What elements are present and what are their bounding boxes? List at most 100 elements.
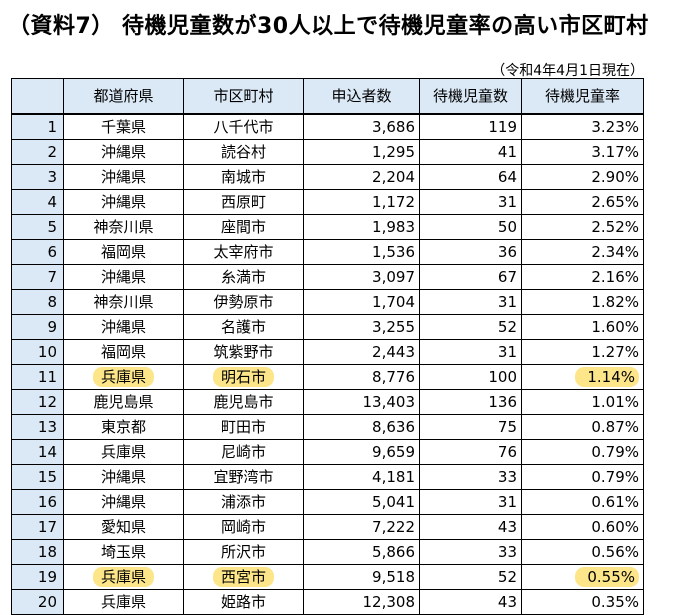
row-waiting-children: 119 bbox=[419, 113, 522, 140]
highlighted-municipality: 明石市 bbox=[212, 367, 274, 387]
row-waiting-children: 136 bbox=[419, 389, 522, 415]
table-row: 17 愛知県 岡崎市 7,222 43 0.60% bbox=[11, 514, 644, 540]
row-waiting-rate: 0.60% bbox=[521, 514, 644, 540]
table-row: 12 鹿児島県 鹿児島市 13,403 136 1.01% bbox=[11, 389, 644, 415]
row-prefecture: 沖縄県 bbox=[63, 164, 184, 190]
row-prefecture: 鹿児島県 bbox=[63, 389, 184, 415]
row-waiting-rate: 0.79% bbox=[521, 464, 644, 490]
row-waiting-rate: 1.60% bbox=[521, 314, 644, 340]
row-waiting-children: 33 bbox=[419, 539, 522, 565]
row-applicants: 13,403 bbox=[303, 389, 420, 415]
table-row: 18 埼玉県 所沢市 5,866 33 0.56% bbox=[11, 539, 644, 565]
row-municipality: 姫路市 bbox=[183, 589, 304, 615]
row-applicants: 3,686 bbox=[303, 113, 420, 140]
table-row: 16 沖縄県 浦添市 5,041 31 0.61% bbox=[11, 489, 644, 515]
header-applicants: 申込者数 bbox=[303, 78, 420, 115]
table-header-row: 都道府県 市区町村 申込者数 待機児童数 待機児童率 bbox=[11, 78, 644, 115]
row-waiting-children: 31 bbox=[419, 289, 522, 315]
row-rank: 14 bbox=[11, 439, 64, 465]
row-rank: 17 bbox=[11, 514, 64, 540]
table-row: 19 兵庫県 西宮市 9,518 52 0.55% bbox=[11, 564, 644, 590]
row-prefecture: 沖縄県 bbox=[63, 189, 184, 215]
row-rank: 6 bbox=[11, 239, 64, 265]
row-municipality: 糸満市 bbox=[183, 264, 304, 290]
row-waiting-children: 41 bbox=[419, 139, 522, 165]
table-row: 14 兵庫県 尼崎市 9,659 76 0.79% bbox=[11, 439, 644, 465]
row-waiting-children: 43 bbox=[419, 589, 522, 615]
row-rank: 19 bbox=[11, 564, 64, 590]
row-waiting-rate: 2.52% bbox=[521, 214, 644, 240]
header-municipality: 市区町村 bbox=[183, 78, 304, 115]
table-row: 6 福岡県 太宰府市 1,536 36 2.34% bbox=[11, 239, 644, 265]
row-prefecture: 沖縄県 bbox=[63, 314, 184, 340]
row-municipality: 鹿児島市 bbox=[183, 389, 304, 415]
row-prefecture: 千葉県 bbox=[63, 113, 184, 140]
row-waiting-rate: 3.17% bbox=[521, 139, 644, 165]
row-waiting-children: 31 bbox=[419, 489, 522, 515]
row-waiting-rate: 1.27% bbox=[521, 339, 644, 365]
row-prefecture: 神奈川県 bbox=[63, 214, 184, 240]
row-municipality: 八千代市 bbox=[183, 113, 304, 140]
row-rank: 5 bbox=[11, 214, 64, 240]
row-waiting-children: 31 bbox=[419, 339, 522, 365]
row-waiting-children: 52 bbox=[419, 564, 522, 590]
row-prefecture: 福岡県 bbox=[63, 339, 184, 365]
row-rank: 11 bbox=[11, 364, 64, 390]
row-municipality: 明石市 bbox=[183, 364, 304, 390]
row-rank: 3 bbox=[11, 164, 64, 190]
row-waiting-rate: 1.01% bbox=[521, 389, 644, 415]
row-waiting-rate: 0.87% bbox=[521, 414, 644, 440]
row-rank: 10 bbox=[11, 339, 64, 365]
row-rank: 7 bbox=[11, 264, 64, 290]
row-municipality: 筑紫野市 bbox=[183, 339, 304, 365]
row-waiting-rate: 0.79% bbox=[521, 439, 644, 465]
as-of-date-note: （令和4年4月1日現在） bbox=[491, 63, 644, 79]
table-row: 20 兵庫県 姫路市 12,308 43 0.35% bbox=[11, 589, 644, 615]
row-applicants: 1,295 bbox=[303, 139, 420, 165]
row-waiting-rate: 1.82% bbox=[521, 289, 644, 315]
highlighted-waiting-rate: 1.14% bbox=[575, 367, 639, 387]
table-row: 8 神奈川県 伊勢原市 1,704 31 1.82% bbox=[11, 289, 644, 315]
table-row: 5 神奈川県 座間市 1,983 50 2.52% bbox=[11, 214, 644, 240]
row-prefecture: 沖縄県 bbox=[63, 139, 184, 165]
table-row: 2 沖縄県 読谷村 1,295 41 3.17% bbox=[11, 139, 644, 165]
row-waiting-children: 100 bbox=[419, 364, 522, 390]
row-municipality: 浦添市 bbox=[183, 489, 304, 515]
row-prefecture: 沖縄県 bbox=[63, 489, 184, 515]
row-applicants: 9,659 bbox=[303, 439, 420, 465]
row-prefecture: 東京都 bbox=[63, 414, 184, 440]
highlighted-prefecture: 兵庫県 bbox=[92, 367, 154, 387]
row-waiting-rate: 1.14% bbox=[521, 364, 644, 390]
row-applicants: 2,204 bbox=[303, 164, 420, 190]
row-applicants: 2,443 bbox=[303, 339, 420, 365]
row-municipality: 南城市 bbox=[183, 164, 304, 190]
row-municipality: 西宮市 bbox=[183, 564, 304, 590]
row-rank: 16 bbox=[11, 489, 64, 515]
row-prefecture: 兵庫県 bbox=[63, 564, 184, 590]
row-municipality: 所沢市 bbox=[183, 539, 304, 565]
row-applicants: 1,172 bbox=[303, 189, 420, 215]
waiting-children-table: 都道府県 市区町村 申込者数 待機児童数 待機児童率 1 千葉県 八千代市 3,686… bbox=[11, 78, 644, 615]
row-applicants: 1,704 bbox=[303, 289, 420, 315]
row-prefecture: 兵庫県 bbox=[63, 439, 184, 465]
row-waiting-rate: 0.56% bbox=[521, 539, 644, 565]
table-row: 10 福岡県 筑紫野市 2,443 31 1.27% bbox=[11, 339, 644, 365]
row-rank: 2 bbox=[11, 139, 64, 165]
row-waiting-rate: 0.35% bbox=[521, 589, 644, 615]
row-waiting-children: 52 bbox=[419, 314, 522, 340]
row-rank: 15 bbox=[11, 464, 64, 490]
highlighted-prefecture: 兵庫県 bbox=[92, 567, 154, 587]
row-prefecture: 福岡県 bbox=[63, 239, 184, 265]
row-applicants: 1,536 bbox=[303, 239, 420, 265]
row-prefecture: 沖縄県 bbox=[63, 464, 184, 490]
table-row: 15 沖縄県 宜野湾市 4,181 33 0.79% bbox=[11, 464, 644, 490]
table-row: 4 沖縄県 西原町 1,172 31 2.65% bbox=[11, 189, 644, 215]
row-rank: 12 bbox=[11, 389, 64, 415]
row-applicants: 5,866 bbox=[303, 539, 420, 565]
row-applicants: 3,255 bbox=[303, 314, 420, 340]
row-municipality: 宜野湾市 bbox=[183, 464, 304, 490]
row-applicants: 9,518 bbox=[303, 564, 420, 590]
table-row: 1 千葉県 八千代市 3,686 119 3.23% bbox=[11, 113, 644, 140]
row-rank: 18 bbox=[11, 539, 64, 565]
row-municipality: 西原町 bbox=[183, 189, 304, 215]
